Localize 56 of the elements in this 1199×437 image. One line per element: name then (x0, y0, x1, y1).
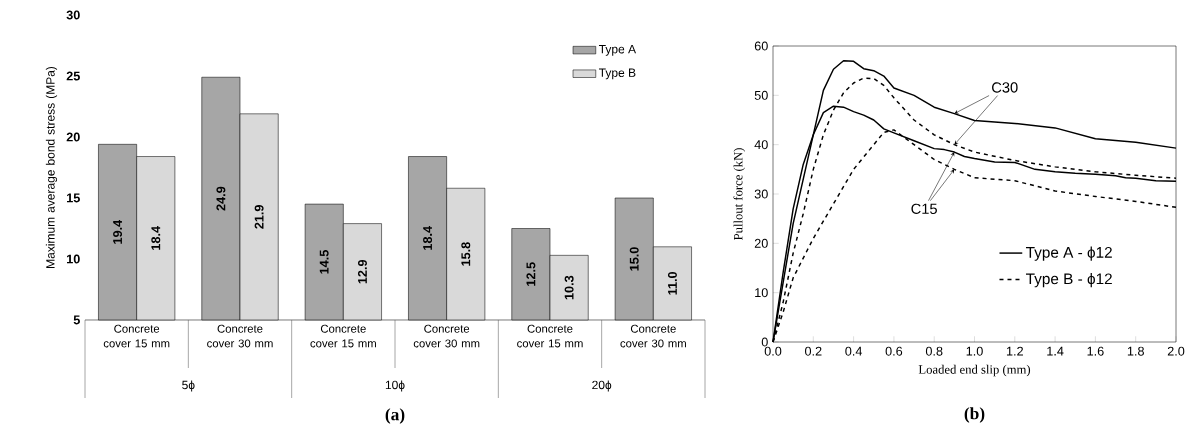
text: 10ϕ (385, 380, 405, 392)
data-label: 24.9 (216, 186, 226, 211)
legend-label: Type B - ϕ12 (1025, 272, 1112, 288)
data-label: 18.4 (423, 226, 433, 250)
x-tick-label: 0.6 (885, 346, 903, 356)
x-tick-label: 1.8 (1127, 346, 1144, 356)
x-tick-label: 1.0 (966, 346, 983, 356)
data-label: 21.9 (254, 205, 264, 229)
x-tick-label: 0.2 (805, 346, 822, 356)
data-label: 18.4 (151, 226, 161, 250)
annotation: C30 (992, 82, 1018, 93)
legend-label: Type B (598, 68, 636, 80)
y-tick-label: 15 (67, 193, 80, 203)
text: (b) (964, 407, 985, 423)
data-label: 12.9 (357, 259, 367, 284)
y-tick-label: 5 (73, 315, 80, 325)
legend-label: Type A - ϕ12 (1025, 246, 1112, 261)
y-tick-label: 30 (66, 10, 80, 20)
y-tick-label: 10 (67, 254, 80, 264)
x-tick-label: 1.4 (1047, 346, 1064, 356)
x-tick-label: Concrete cover 30 mm (620, 324, 686, 348)
x-tick-label: 2.0 (1167, 346, 1185, 356)
annotation: C15 (911, 203, 937, 214)
data-label: 12.5 (526, 262, 536, 286)
data-label: 14.5 (319, 250, 329, 274)
x-tick-label: 0.4 (845, 346, 863, 356)
y-tick-label: 20 (66, 132, 80, 142)
x-tick-label: 1.2 (1006, 346, 1023, 356)
x-tick-label: Concrete cover 15 mm (103, 324, 170, 348)
data-label: 19.4 (113, 219, 123, 244)
y-tick-label: 50 (754, 90, 768, 100)
y-axis-title: Pullout force (kN) (733, 148, 746, 241)
data-label: 10.3 (564, 275, 574, 300)
x-tick-label: Concrete cover 30 mm (413, 324, 480, 348)
y-axis-title: Maximum average bond stress (MPa) (45, 66, 58, 268)
y-tick-label: 60 (754, 41, 768, 51)
y-tick-label: 40 (754, 140, 768, 150)
x-tick-label: Concrete cover 15 mm (517, 324, 583, 348)
y-tick-label: 30 (754, 189, 768, 199)
legend-label: Type A (598, 45, 637, 56)
x-tick-label: 0.0 (764, 346, 782, 356)
text: (a) (385, 408, 405, 424)
data-label: 15.0 (629, 247, 639, 271)
x-axis-title: Loaded end slip (mm) (918, 364, 1031, 377)
y-tick-label: 10 (755, 288, 768, 298)
data-label: 15.8 (461, 242, 471, 266)
y-tick-label: 25 (66, 71, 80, 81)
x-tick-label: 0.8 (925, 346, 943, 356)
text: 5ϕ (182, 380, 195, 392)
x-tick-label: 1.6 (1087, 346, 1104, 356)
x-tick-label: Concrete cover 15 mm (310, 324, 376, 348)
data-label: 11.0 (667, 271, 677, 295)
y-tick-label: 0 (761, 337, 768, 347)
text: 20ϕ (592, 380, 612, 392)
x-tick-label: Concrete cover 30 mm (207, 324, 273, 348)
y-tick-label: 20 (754, 238, 768, 248)
